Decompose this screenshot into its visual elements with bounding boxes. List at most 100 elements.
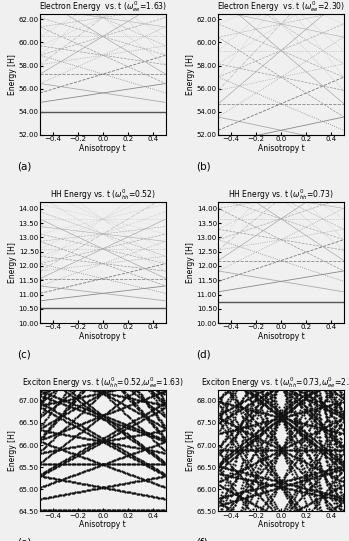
Point [157, 481, 162, 490]
Point [254, 502, 260, 510]
Point [282, 410, 288, 419]
Point [233, 452, 239, 460]
Point [340, 477, 345, 486]
Point [315, 451, 320, 460]
Point [52, 443, 58, 451]
Point [267, 386, 273, 395]
Point [122, 391, 128, 399]
Point [150, 392, 156, 400]
Point [82, 405, 88, 413]
Point [233, 446, 239, 454]
Point [240, 397, 246, 406]
Point [312, 463, 318, 472]
Point [339, 467, 344, 476]
Point [107, 460, 113, 469]
Point [223, 499, 229, 507]
Point [292, 420, 298, 428]
Point [244, 414, 250, 423]
Point [259, 455, 265, 464]
Point [246, 440, 251, 448]
Point [239, 453, 245, 462]
Point [229, 490, 235, 499]
Point [77, 425, 83, 433]
Point [237, 473, 243, 482]
Point [150, 433, 156, 441]
Point [336, 400, 342, 408]
Point [297, 431, 303, 439]
Point [105, 418, 111, 426]
Point [281, 443, 286, 451]
Point [51, 404, 57, 413]
Point [293, 393, 299, 401]
Point [261, 400, 266, 408]
Point [250, 431, 255, 439]
Point [332, 434, 338, 443]
Point [271, 399, 276, 408]
Point [110, 485, 116, 493]
Point [310, 496, 315, 505]
Point [65, 386, 70, 394]
Point [218, 460, 224, 469]
Point [340, 465, 345, 473]
Point [274, 453, 280, 462]
Point [246, 422, 251, 431]
Point [246, 423, 251, 431]
Point [298, 403, 304, 411]
Point [118, 466, 123, 475]
Point [136, 417, 142, 426]
Point [303, 418, 309, 426]
Point [139, 409, 144, 418]
Point [140, 460, 146, 469]
Point [141, 410, 147, 419]
Point [99, 437, 104, 445]
Point [336, 466, 342, 474]
Point [339, 424, 344, 432]
Point [149, 416, 155, 425]
Point [74, 413, 79, 421]
Point [242, 469, 247, 477]
Point [251, 406, 256, 415]
Point [256, 456, 261, 464]
Point [287, 460, 292, 469]
Point [90, 411, 96, 419]
Point [45, 427, 51, 436]
Point [251, 436, 256, 445]
Point [306, 431, 311, 439]
Point [240, 497, 246, 506]
Point [299, 483, 305, 492]
Point [111, 394, 117, 403]
Point [332, 386, 338, 394]
Point [232, 496, 237, 505]
Point [243, 475, 249, 484]
Point [62, 444, 68, 453]
Point [229, 465, 235, 474]
Point [41, 456, 47, 464]
Point [283, 435, 289, 444]
Point [250, 485, 255, 494]
Point [326, 407, 332, 415]
Point [333, 486, 339, 494]
Point [316, 503, 321, 512]
Point [219, 504, 225, 513]
Point [107, 506, 113, 514]
Point [290, 418, 295, 426]
Point [283, 479, 289, 488]
Point [40, 401, 45, 410]
Point [236, 441, 241, 450]
Point [236, 493, 241, 502]
Point [291, 394, 296, 403]
Point [240, 455, 246, 464]
Point [330, 460, 335, 469]
Point [128, 452, 133, 461]
Point [134, 395, 140, 404]
Point [337, 392, 343, 400]
Point [232, 453, 237, 461]
Point [330, 436, 335, 444]
Point [282, 481, 288, 490]
Point [291, 459, 296, 468]
Point [317, 447, 323, 456]
Point [243, 420, 249, 428]
Point [324, 474, 329, 483]
Point [283, 392, 289, 400]
Point [225, 425, 231, 433]
